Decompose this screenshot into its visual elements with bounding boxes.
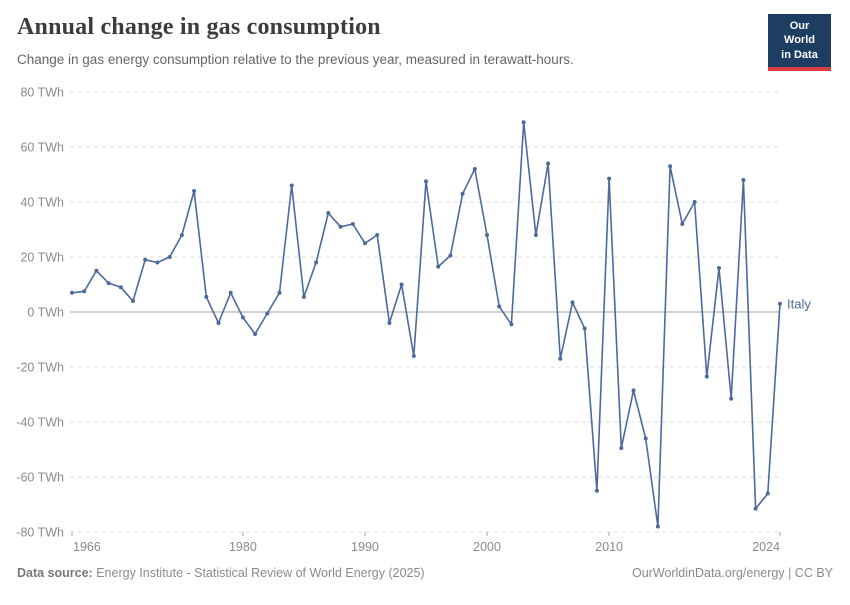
data-point[interactable]	[509, 322, 514, 327]
data-point[interactable]	[546, 161, 551, 166]
data-point[interactable]	[253, 332, 258, 336]
data-point[interactable]	[582, 326, 587, 331]
data-point[interactable]	[94, 268, 99, 273]
data-point[interactable]	[533, 233, 538, 237]
data-point[interactable]	[680, 222, 685, 226]
data-point[interactable]	[485, 233, 489, 237]
data-point[interactable]	[704, 374, 709, 379]
data-point[interactable]	[265, 311, 270, 316]
owid-link[interactable]: OurWorldinData.org/energy | CC BY	[631, 566, 833, 580]
data-point[interactable]	[118, 285, 123, 290]
data-point[interactable]	[106, 281, 111, 286]
data-source-text: Energy Institute - Statistical Review of…	[92, 566, 425, 580]
data-source: Data source: Energy Institute - Statisti…	[17, 566, 425, 580]
data-point[interactable]	[668, 164, 673, 169]
series-label: Italy	[787, 296, 811, 311]
chart-subtitle: Change in gas energy consumption relativ…	[17, 52, 574, 67]
data-point[interactable]	[192, 189, 197, 193]
owid-logo[interactable]: Our World in Data	[768, 14, 831, 71]
data-point[interactable]	[570, 300, 575, 305]
data-point[interactable]	[497, 304, 502, 309]
y-axis-label: 20 TWh	[20, 251, 64, 265]
y-axis-label: -40 TWh	[16, 416, 64, 430]
y-axis-label: 80 TWh	[20, 86, 64, 100]
data-point[interactable]	[82, 289, 87, 294]
data-point[interactable]	[387, 321, 392, 325]
x-axis-label: 1966	[73, 540, 101, 554]
data-point[interactable]	[521, 120, 526, 125]
data-point[interactable]	[143, 257, 148, 262]
data-point[interactable]	[167, 255, 172, 259]
data-point[interactable]	[363, 241, 367, 246]
data-point[interactable]	[765, 491, 770, 496]
data-point[interactable]	[70, 290, 74, 295]
data-point[interactable]	[631, 388, 636, 393]
data-point[interactable]	[741, 178, 746, 182]
data-point[interactable]	[338, 224, 343, 229]
data-point[interactable]	[729, 396, 734, 401]
data-point[interactable]	[619, 446, 624, 451]
owid-logo-line2: in Data	[781, 48, 818, 61]
data-point[interactable]	[350, 222, 355, 226]
data-point[interactable]	[277, 290, 282, 295]
data-point[interactable]	[753, 506, 758, 511]
data-point[interactable]	[692, 200, 697, 204]
x-axis-label: 2000	[473, 540, 501, 554]
data-point[interactable]	[204, 294, 209, 299]
data-point[interactable]	[607, 176, 612, 181]
y-axis-label: -60 TWh	[16, 471, 64, 485]
data-point[interactable]	[778, 301, 782, 306]
data-point[interactable]	[228, 290, 233, 295]
data-point[interactable]	[155, 260, 160, 265]
y-axis-label: -20 TWh	[16, 361, 64, 375]
page-title: Annual change in gas consumption	[17, 14, 381, 40]
x-axis-label: 1980	[229, 540, 257, 554]
data-point[interactable]	[424, 179, 428, 184]
y-axis-label: 60 TWh	[20, 141, 64, 155]
x-axis-label: 2024	[752, 540, 780, 554]
x-axis-label: 1990	[351, 540, 379, 554]
data-point[interactable]	[301, 294, 306, 299]
data-point[interactable]	[460, 191, 465, 196]
data-point[interactable]	[448, 253, 453, 258]
data-point[interactable]	[643, 436, 648, 441]
data-point[interactable]	[326, 211, 331, 215]
owid-logo-line1: Our World	[784, 20, 815, 47]
data-point[interactable]	[399, 282, 404, 287]
data-point[interactable]	[594, 488, 599, 493]
data-point[interactable]	[655, 524, 660, 529]
data-point[interactable]	[436, 264, 441, 269]
data-point[interactable]	[375, 233, 380, 237]
data-point[interactable]	[558, 356, 563, 361]
x-axis-label: 2010	[595, 540, 623, 554]
data-point[interactable]	[411, 354, 416, 358]
data-point[interactable]	[472, 167, 477, 171]
y-axis-label: 40 TWh	[20, 196, 64, 210]
data-point[interactable]	[216, 321, 221, 325]
data-point[interactable]	[131, 299, 135, 303]
data-point[interactable]	[717, 266, 721, 270]
data-point[interactable]	[314, 260, 319, 265]
data-point[interactable]	[179, 233, 184, 237]
data-point[interactable]	[240, 315, 245, 320]
data-point[interactable]	[289, 183, 294, 188]
y-axis-label: -80 TWh	[16, 526, 64, 540]
data-source-label: Data source:	[17, 566, 93, 580]
y-axis-label: 0 TWh	[27, 306, 64, 320]
